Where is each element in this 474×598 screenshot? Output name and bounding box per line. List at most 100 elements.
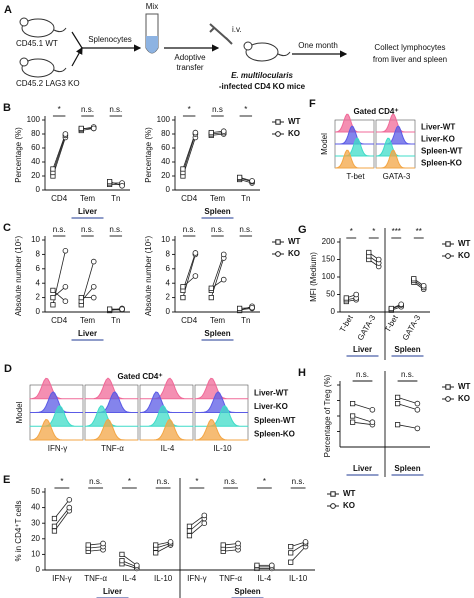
y-tick-label: 20 [161,171,170,180]
data-point [51,523,58,529]
data-point [78,125,84,131]
sig-label: n.s. [53,225,66,234]
hist-curve [85,391,138,413]
y-axis-label: Percentage of Treg (%) [323,374,332,457]
legend-marker [445,396,451,402]
hist-curve [139,404,194,427]
data-point [180,166,186,172]
data-point [208,294,214,301]
y-tick-label: 50 [326,290,335,299]
marker-label: GATA-3 [383,172,411,181]
legend-marker [330,503,336,509]
x-tick-label: IL-4 [122,574,136,583]
x-tick-label: CD4 [181,316,198,325]
y-tick-label: 4 [36,278,41,287]
y-tick-label: 100 [27,115,41,124]
data-point [119,306,125,312]
data-point [134,562,140,569]
y-axis-label: Percentage (%) [144,127,153,183]
data-point [208,285,214,291]
hist-curve [84,405,139,427]
step-label: Adoptive [174,53,206,62]
data-point [192,273,199,279]
sig-label: n.s. [239,225,252,234]
data-point [349,419,356,425]
y-axis-label: Absolute number (10⁵) [14,236,23,317]
sample-label: Spleen-WT [421,146,462,155]
hist-curve [195,391,248,413]
sig-label: n.s. [109,105,122,114]
y-tick-label: 0 [36,185,41,194]
hist-title: Gated CD4⁺ [117,372,162,381]
hist-curve [335,137,374,157]
legend-label: WT [343,489,356,498]
recipient-label: -infected CD4 KO mice [219,82,306,91]
data-point [388,305,394,312]
sig-label: n.s. [292,477,305,486]
data-point [186,523,193,529]
panel-letter: F [309,98,316,110]
data-point [375,256,382,263]
sig-label: *** [392,227,401,236]
outcome-label: Collect lymphocytes [374,43,445,52]
sig-label: * [244,105,247,114]
data-point [235,540,241,547]
data-point [180,284,186,290]
donor-label: CD45.1 WT [16,39,58,48]
step-label: transfer [176,63,203,72]
sample-label: Spleen-WT [254,416,295,425]
x-tick-label: CD4 [51,194,68,203]
y-tick-label: 0 [166,307,171,316]
hist-curve [30,391,83,413]
data-point [220,276,227,283]
data-point [50,287,56,294]
sig-label: n.s. [89,477,102,486]
x-tick-label: Tem [210,194,225,203]
x-tick-label: CD4 [51,316,68,325]
y-tick-label: 10 [31,550,40,559]
recipient-label: E. multilocularis [231,71,293,80]
y-tick-label: 2 [166,293,171,302]
data-point [236,174,243,180]
data-point [220,542,226,548]
sig-label: n.s. [109,225,122,234]
facet-label: Liver [353,464,372,473]
pair-line [54,499,70,519]
marker-label: IL-10 [213,444,232,453]
sig-label: n.s. [183,225,196,234]
data-point [51,528,58,534]
sample-label: Liver-KO [421,134,455,143]
sig-label: n.s. [81,225,94,234]
y-tick-label: 20 [31,171,40,180]
data-point [349,413,356,419]
panel-letter: G [298,224,307,236]
sig-label: * [58,105,61,114]
data-point [369,419,376,426]
y-tick-label: 10 [31,235,40,244]
data-point [107,178,113,185]
legend-label: KO [458,394,470,403]
data-point [201,520,208,526]
y-tick-label: 8 [166,250,171,259]
facet-label: Liver [353,345,372,354]
y-tick-label: 0 [36,307,41,316]
y-tick-label: 10 [161,235,170,244]
y-tick-label: 80 [31,129,40,138]
data-point [414,406,421,413]
sig-label: * [195,477,198,486]
data-point [90,258,97,265]
sample-label: Liver-KO [254,402,288,411]
y-tick-label: 6 [36,264,41,273]
hist-curve [376,125,415,145]
sample-label: Spleen-KO [421,158,462,167]
x-tick-label: Tem [210,316,225,325]
y-axis-label: Absolute number (10⁵) [144,236,153,317]
data-point [90,125,97,132]
sig-label: n.s. [356,370,369,379]
route-label: i.v. [232,25,242,34]
hist-curve [140,418,193,441]
facet-label: Spleen [394,464,420,473]
x-tick-label: IL-4 [257,574,271,583]
sig-label: * [188,105,191,114]
x-tick-label: Tem [80,316,95,325]
